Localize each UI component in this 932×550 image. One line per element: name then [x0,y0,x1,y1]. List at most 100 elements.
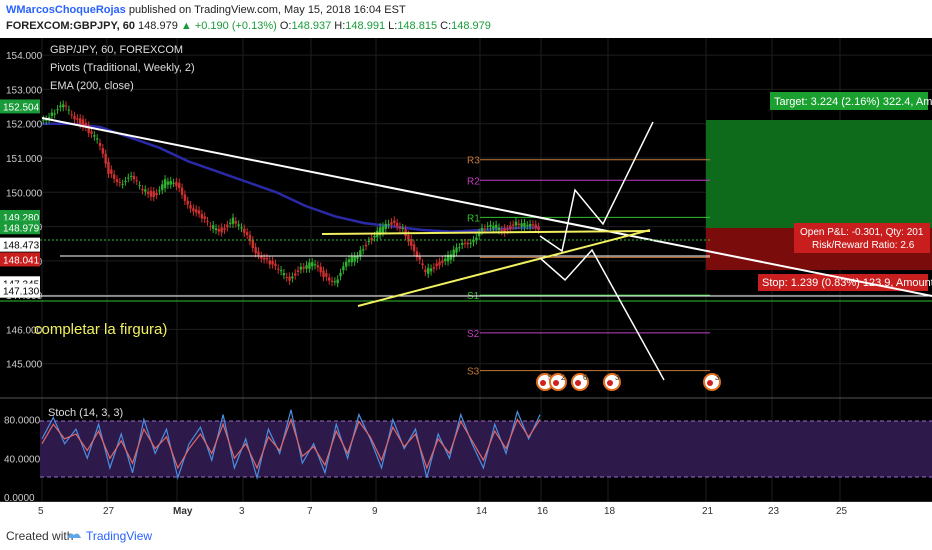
candle-body [45,119,48,121]
candle-body [424,269,427,272]
candle-body [178,182,181,188]
publish-line: WMarcosChoqueRojas published on TradingV… [6,4,406,16]
author-link[interactable]: WMarcosChoqueRojas [6,4,126,16]
candle-body [444,258,447,261]
candle-body [421,263,424,266]
candle-body [257,251,260,255]
price-label: 148.041 [3,255,40,266]
candle-body [282,273,286,276]
candle-body [214,228,218,231]
publish-info: published on TradingView.com, May 15, 20… [128,4,406,16]
candle-body [311,262,314,267]
candle-body [509,225,512,230]
triangle-bottom-line[interactable] [357,229,651,307]
candle-body [132,175,136,180]
candle-body [452,249,455,258]
candle-body [319,266,322,273]
candle-body [84,122,88,128]
candle-body [466,243,470,245]
candle-body [514,221,518,226]
candle-body [78,118,82,125]
bullish-projection-path[interactable] [539,121,654,253]
candle-body [316,265,320,268]
chart-canvas[interactable]: Target: 3.224 (2.16%) 322.4, Amount Open… [0,38,932,502]
candle-body [336,279,339,284]
candle-body [228,222,232,224]
candle-body [401,227,404,229]
x-tick-label: May [173,506,193,517]
chart-svg[interactable]: Target: 3.224 (2.16%) 322.4, Amount Open… [0,38,932,502]
candle-body [480,227,484,231]
candle-body [322,270,325,278]
candle-body [492,225,495,229]
bearish-projection-path[interactable] [539,248,665,381]
candle-body [87,125,90,133]
candle-body [446,254,450,262]
candle-body [70,114,73,116]
candle-body [209,226,212,228]
candle-body [296,270,300,273]
price-label-box [0,220,40,235]
stoch-tick-label: 40.0000 [4,454,41,465]
x-tick-label: 5 [38,506,44,517]
pivot-label-r2: R2 [467,176,480,187]
candle-body [432,267,436,269]
candle-body [152,191,155,198]
y-tick-label: 151.000 [6,154,43,165]
candle-body [477,232,481,237]
candle-body [175,181,178,187]
candle-body [169,180,172,185]
candle-body [330,280,334,282]
candle-body [285,277,288,279]
stoch-band [40,421,932,477]
candle-body [240,227,243,229]
candle-body [166,181,170,185]
change-value: +0.190 (+0.13%) [194,20,277,32]
stoch-axis[interactable]: 80.0000 40.0000 0.0000 [4,415,41,502]
candle-body [161,184,164,191]
candle-body [511,224,515,226]
chart-header: WMarcosChoqueRojas published on TradingV… [0,0,932,36]
event-marker-count: 6 [583,373,588,382]
x-tick-label: 3 [239,506,245,517]
triangle-top-line[interactable] [321,230,651,235]
candle-body [387,223,390,225]
price-label-box [0,252,40,267]
candle-body [81,119,85,127]
candle-body [483,228,487,230]
y-tick-label: 152.000 [6,120,43,131]
pivot-label-r1: R1 [467,213,480,224]
candle-body [104,153,107,164]
price-label-box [0,283,40,298]
descending-trendline[interactable] [41,117,932,297]
candle-body [463,242,467,244]
candle-body [438,261,441,266]
x-tick-label: 7 [307,506,313,517]
candle-body [53,113,56,115]
candle-body [59,105,62,108]
high-value: 148.991 [345,20,386,32]
tradingview-brand[interactable]: TradingView [86,529,153,543]
candle-body [203,216,206,219]
y-tick-label: 146.000 [6,325,43,336]
candle-body [260,255,263,259]
candle-body [155,192,158,196]
time-axis-strip[interactable]: 5 27 May 3 7 9 14 16 18 21 23 25 [0,502,932,518]
open-label: O: [279,20,292,32]
candle-body [73,115,76,120]
candle-body [370,237,373,241]
annotation-text: completar la firgura) [34,321,167,338]
candle-body [62,104,65,108]
candle-body [494,224,498,228]
candle-body [531,224,535,226]
candle-body [364,244,368,247]
event-marker-count: 3 [715,373,720,382]
x-tick-label: 14 [476,506,488,517]
pnl-label-box [794,223,930,253]
pivot-label-r3: R3 [467,156,480,167]
target-zone[interactable] [706,120,932,228]
candle-body [158,190,161,192]
event-markers[interactable]: 52633 [536,373,721,391]
candle-body [118,181,122,183]
event-marker-dot [707,380,713,386]
